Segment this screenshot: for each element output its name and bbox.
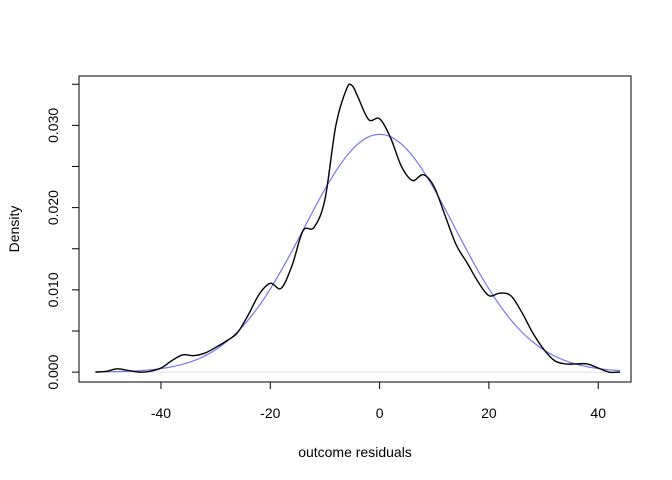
axis-ticks: -40 -20 0 20 40 0.000 0.010 0.020 0.030	[45, 83, 606, 421]
x-tick-label: -40	[151, 405, 171, 421]
x-tick-label: -20	[260, 405, 280, 421]
normal-curve	[95, 133, 621, 373]
x-tick-label: 40	[590, 405, 606, 421]
x-axis-label: outcome residuals	[298, 444, 412, 460]
y-tick-label: 0.010	[45, 272, 61, 307]
x-tick-label: 0	[376, 405, 384, 421]
y-tick-label: 0.000	[45, 354, 61, 389]
density-curve	[95, 83, 621, 374]
x-tick-label: 20	[481, 405, 497, 421]
y-tick-label: 0.020	[45, 190, 61, 225]
y-axis-label: Density	[6, 206, 22, 253]
plot-box	[78, 75, 632, 383]
y-tick-label: 0.030	[45, 108, 61, 143]
